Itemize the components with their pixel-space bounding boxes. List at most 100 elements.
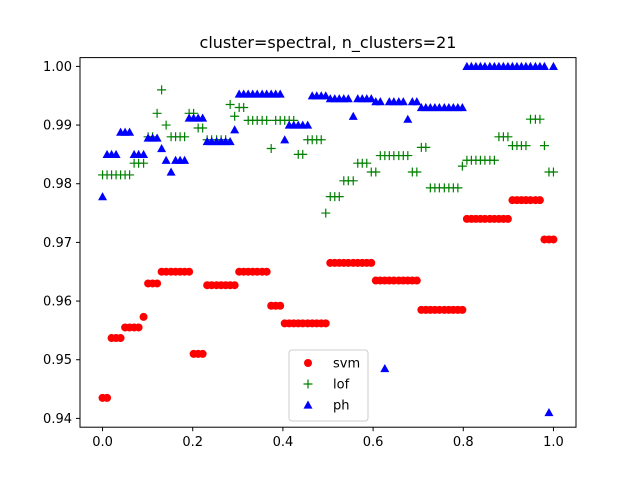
y-tick-label: 0.94 xyxy=(43,412,72,427)
ph-point xyxy=(548,61,558,70)
lof-point xyxy=(503,132,513,142)
series-ph xyxy=(98,61,558,417)
y-tick-label: 0.95 xyxy=(43,353,72,368)
lof-point xyxy=(521,141,531,151)
lof-point xyxy=(316,135,326,145)
svm-point xyxy=(503,214,512,223)
svm-point xyxy=(153,279,162,288)
lof-point xyxy=(539,141,549,151)
svm-point xyxy=(103,393,112,402)
x-tick-label: 1.0 xyxy=(543,435,564,450)
lof-point xyxy=(412,167,422,177)
lof-point xyxy=(157,85,167,95)
lof-point xyxy=(139,158,149,168)
chart-title: cluster=spectral, n_clusters=21 xyxy=(200,33,457,53)
ph-point xyxy=(348,111,358,120)
ph-point xyxy=(303,120,313,129)
lof-point xyxy=(403,151,413,161)
legend-label-lof: lof xyxy=(333,378,350,393)
ph-point xyxy=(230,125,240,134)
svm-point xyxy=(535,196,544,205)
ph-point xyxy=(111,149,121,158)
y-tick-label: 0.96 xyxy=(43,295,72,310)
lof-point xyxy=(453,183,463,193)
lof-point xyxy=(548,167,558,177)
lof-point xyxy=(489,155,499,165)
svm-point xyxy=(367,258,376,267)
svm-point xyxy=(139,312,148,321)
ph-point xyxy=(375,97,385,106)
lof-point xyxy=(298,149,308,159)
lof-point xyxy=(125,170,135,180)
ph-point xyxy=(280,135,290,144)
lof-point xyxy=(230,111,240,121)
data-marks xyxy=(98,61,558,417)
lof-point xyxy=(180,132,190,142)
x-tick-label: 0.4 xyxy=(273,435,294,450)
lof-point xyxy=(362,158,372,168)
ph-point xyxy=(343,94,353,103)
legend-label-svm: svm xyxy=(333,357,360,372)
lof-point xyxy=(152,108,162,118)
lof-point xyxy=(334,192,344,202)
lof-point xyxy=(198,123,208,133)
axis-ticks: 0.0 0.2 0.4 0.6 0.8 1.0 0.94 0.95 0.96 0.97 0.98 0.… xyxy=(43,60,564,450)
svm-point xyxy=(116,334,125,343)
ph-point xyxy=(161,155,171,164)
legend-marker-lof xyxy=(303,379,313,389)
ph-point xyxy=(198,113,208,122)
svm-point xyxy=(134,323,143,332)
lof-point xyxy=(421,142,431,152)
legend-label-ph: ph xyxy=(333,399,350,414)
lof-point xyxy=(239,102,249,112)
ph-point xyxy=(457,102,467,112)
ph-point xyxy=(139,149,149,158)
legend-marker-svm xyxy=(304,359,312,367)
ph-point xyxy=(539,61,549,70)
ph-point xyxy=(366,94,376,103)
ph-point xyxy=(98,192,108,201)
legend-marker-ph xyxy=(303,400,313,409)
svm-point xyxy=(230,281,239,290)
ph-point xyxy=(152,133,162,142)
x-tick-label: 0.6 xyxy=(363,435,384,450)
lof-point xyxy=(262,115,272,125)
svm-point xyxy=(198,349,207,358)
ph-point xyxy=(157,144,167,153)
lof-point xyxy=(457,161,467,171)
ph-point xyxy=(412,97,422,106)
ph-point xyxy=(166,167,176,176)
ph-point xyxy=(180,155,190,164)
lof-point xyxy=(535,114,545,124)
lof-point xyxy=(161,120,171,130)
svm-point xyxy=(412,276,421,285)
y-tick-label: 0.99 xyxy=(43,119,72,134)
lof-point xyxy=(348,176,358,186)
svm-point xyxy=(276,301,285,310)
ph-point xyxy=(125,127,135,136)
svm-point xyxy=(262,267,271,276)
ph-point xyxy=(275,89,285,98)
svm-point xyxy=(458,305,467,314)
lof-point xyxy=(266,144,276,154)
x-tick-label: 0.2 xyxy=(182,435,203,450)
ph-point xyxy=(225,136,235,146)
svm-point xyxy=(321,319,330,328)
y-tick-label: 0.98 xyxy=(43,177,72,192)
lof-point xyxy=(371,167,381,177)
y-tick-label: 0.97 xyxy=(43,236,72,251)
legend: svm lof ph xyxy=(288,349,369,422)
y-tick-label: 1.00 xyxy=(43,60,72,75)
x-tick-label: 0.0 xyxy=(92,435,113,450)
svm-point xyxy=(549,235,558,244)
lof-point xyxy=(225,100,235,110)
x-tick-label: 0.8 xyxy=(453,435,474,450)
ph-point xyxy=(398,97,408,106)
series-svm xyxy=(98,196,558,402)
ph-point xyxy=(403,114,413,123)
ph-point xyxy=(380,364,390,373)
lof-point xyxy=(321,208,331,218)
ph-point xyxy=(544,408,554,417)
ph-point xyxy=(321,91,331,100)
